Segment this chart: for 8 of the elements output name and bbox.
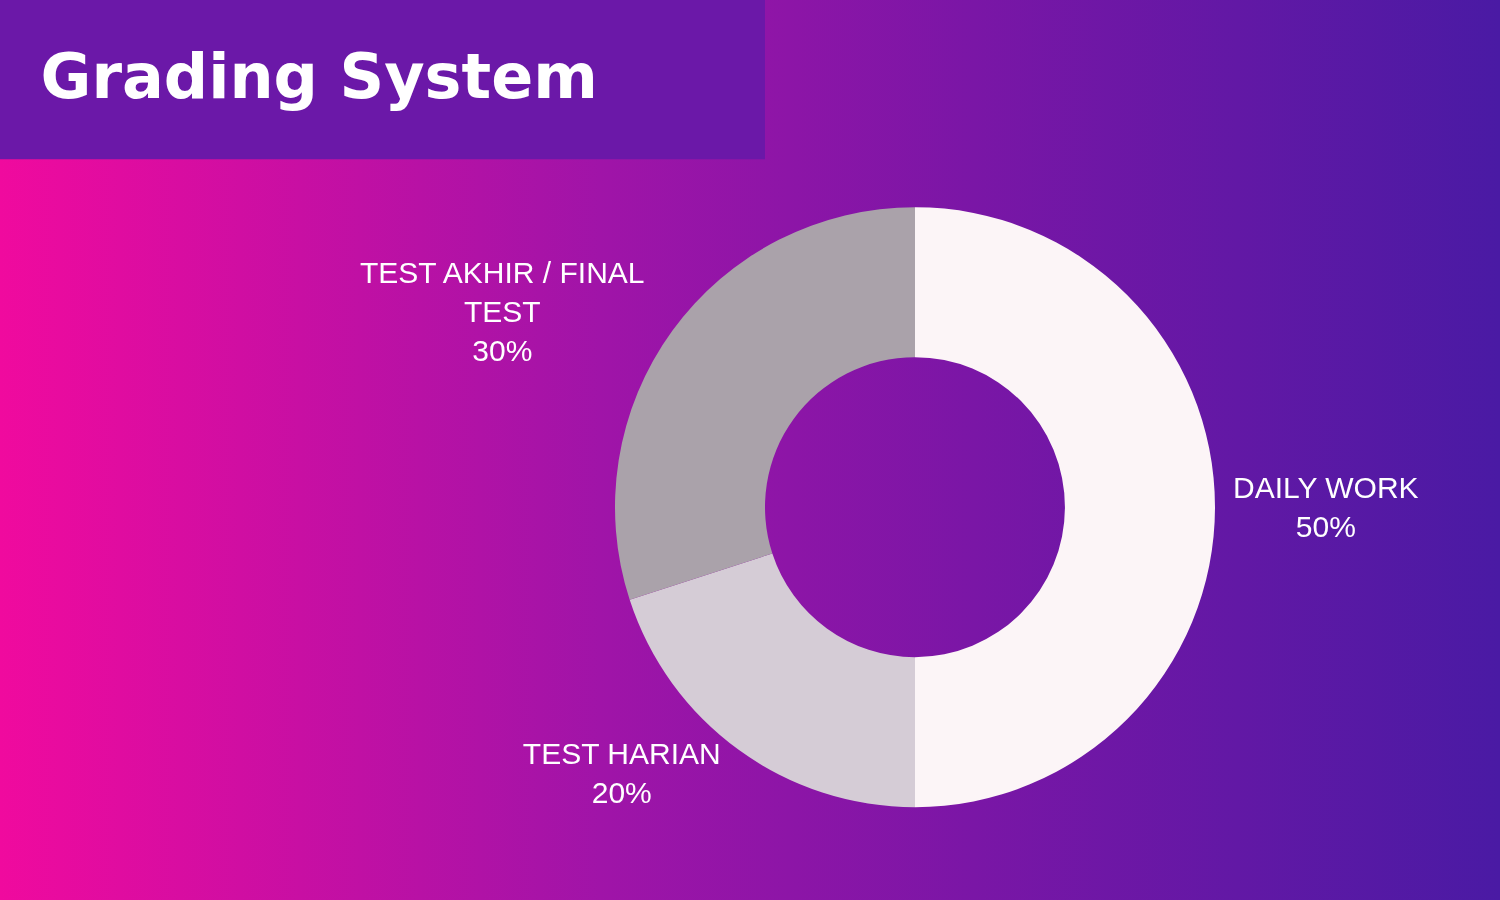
data-label: 20%	[591, 776, 652, 810]
slice-label: TEST AKHIR / FINAL TEST	[360, 256, 645, 329]
data-label: 50%	[1295, 510, 1356, 544]
donut-slice	[915, 207, 1215, 808]
slice-label: TEST HARIAN	[522, 737, 721, 771]
data-label: 30%	[472, 334, 533, 368]
chart-title: Grading System	[40, 40, 598, 114]
slice-label: DAILY WORK	[1233, 471, 1419, 505]
